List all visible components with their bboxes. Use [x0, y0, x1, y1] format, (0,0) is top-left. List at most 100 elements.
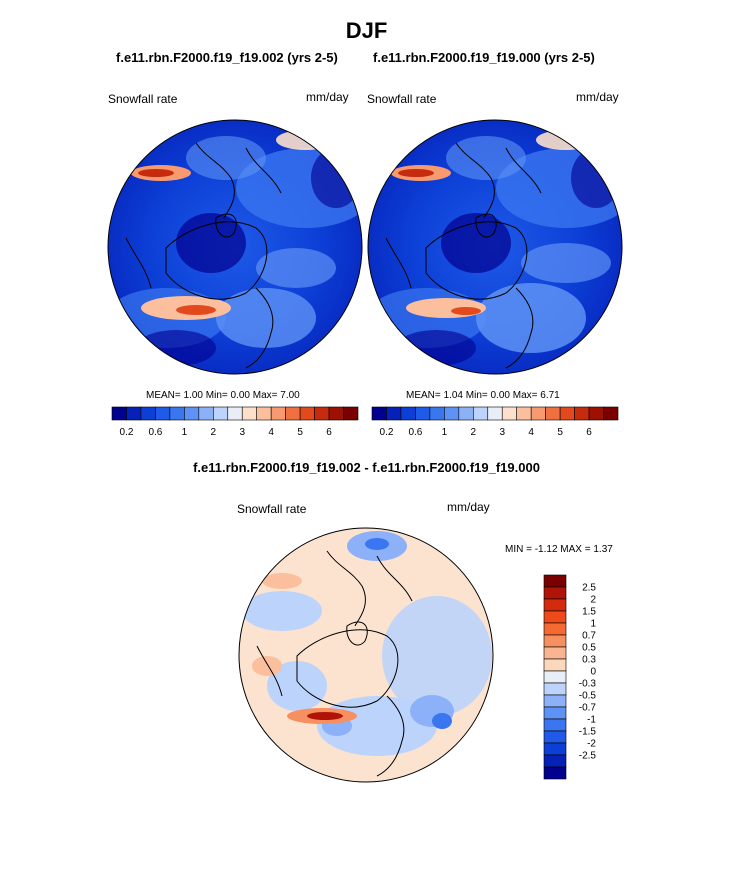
colorbar-a-swatch	[256, 406, 272, 421]
colorbar-diff-tick-label: -0.7	[579, 703, 597, 714]
colorbar-diff-tick-label: -0.3	[579, 679, 597, 690]
colorbar-b-swatch	[472, 406, 489, 421]
difference-title: f.e11.rbn.F2000.f19_f19.002 - f.e11.rbn.…	[193, 460, 540, 475]
colorbar-diff-swatch	[543, 598, 567, 612]
panel-b-max-value: 6.71	[540, 390, 560, 401]
colorbar-a-swatch	[111, 406, 127, 421]
colorbar-panel-b: 0.2 0.6 1 2 3 4 5 6	[371, 406, 619, 438]
colorbar-b-tick-label: 2	[471, 427, 477, 438]
colorbar-a-swatch	[227, 406, 243, 421]
panel-diff-stats: MIN = -1.12 MAX = 1.37	[505, 544, 613, 555]
colorbar-b-swatch	[530, 406, 546, 421]
colorbar-b-tick-label: 0.6	[408, 427, 422, 438]
colorbar-b-tick-label: 6	[586, 427, 592, 438]
colorbar-diff-tick-label: -2	[587, 739, 596, 750]
panel-b-units-label: mm/day	[576, 90, 619, 104]
colorbar-b-swatch	[415, 406, 431, 421]
colorbar-diff-swatch	[543, 742, 567, 756]
colorbar-diff-swatch	[543, 610, 567, 624]
colorbar-a-tick-label: 1	[182, 427, 188, 438]
panel-diff-units-label: mm/day	[447, 500, 490, 514]
panel-a-max-value: 7.00	[280, 390, 300, 401]
colorbar-a-swatch	[198, 406, 214, 421]
map-panel-a	[107, 119, 363, 375]
colorbar-panel-a: 0.2 0.6 1 2 3 4 5 6	[111, 406, 359, 438]
colorbar-diff-swatch	[543, 766, 567, 780]
colorbar-a-tick-label: 0.6	[148, 427, 162, 438]
panel-a-variable-label: Snowfall rate	[108, 92, 178, 106]
figure-title: DJF	[345, 18, 388, 43]
colorbar-b-swatch	[545, 406, 561, 421]
colorbar-a-swatch	[343, 406, 359, 421]
colorbar-diff-tick-label: -1	[587, 715, 596, 726]
colorbar-diff-swatch	[543, 646, 567, 660]
colorbar-a-swatch	[212, 406, 229, 421]
colorbar-diff-swatch	[543, 718, 567, 732]
colorbar-b-swatch	[559, 406, 575, 421]
colorbar-a-swatch	[270, 406, 286, 421]
colorbar-b-swatch	[429, 406, 445, 421]
map-panel-difference	[238, 527, 494, 783]
colorbar-b-swatch	[400, 406, 416, 421]
colorbar-b-swatch	[501, 406, 518, 421]
panel-a-stats: MEAN= 1.00 Min= 0.00 Max= 7.00	[146, 390, 300, 401]
colorbar-a-swatch	[155, 406, 171, 421]
panel-b-mean-value: 1.04	[443, 390, 463, 401]
colorbar-diff-tick-label: -0.5	[579, 691, 597, 702]
colorbar-b-swatch	[588, 406, 604, 421]
panel-a-mean-label: MEAN=	[146, 390, 181, 401]
colorbar-a-tick-label: 0.2	[120, 427, 134, 438]
colorbar-diff-swatch	[543, 622, 567, 636]
panel-b-min-value: 0.00	[490, 390, 510, 401]
colorbar-b-tick-label: 4	[528, 427, 534, 438]
colorbar-diff-tick-label: -1.5	[579, 727, 597, 738]
case-b-title: f.e11.rbn.F2000.f19_f19.000 (yrs 2-5)	[373, 50, 595, 65]
colorbar-diff-tick-label: 2	[590, 595, 596, 606]
panel-diff-variable-label: Snowfall rate	[237, 502, 307, 516]
colorbar-b-swatch	[603, 406, 619, 421]
colorbar-diff-tick-label: 1.5	[582, 607, 596, 618]
colorbar-b-tick-label: 5	[557, 427, 563, 438]
colorbar-b-swatch	[516, 406, 532, 421]
colorbar-a-swatch	[241, 406, 258, 421]
panel-a-mean-value: 1.00	[183, 390, 203, 401]
colorbar-diff-swatch	[543, 706, 567, 720]
colorbar-diff-swatch	[543, 754, 567, 768]
colorbar-diff-swatch	[543, 730, 567, 744]
colorbar-b-swatch	[574, 406, 590, 421]
panel-a-min-value: 0.00	[230, 390, 250, 401]
panel-a-units-label: mm/day	[306, 90, 349, 104]
panel-a-min-label: Min=	[205, 390, 228, 401]
colorbar-a-tick-label: 5	[297, 427, 303, 438]
colorbar-b-swatch	[487, 406, 503, 421]
colorbar-b-tick-label: 3	[499, 427, 505, 438]
colorbar-a-swatch	[140, 406, 156, 421]
colorbar-b-swatch	[444, 406, 460, 421]
colorbar-b-tick-label: 0.2	[380, 427, 394, 438]
colorbar-diff-tick-label: 2.5	[582, 583, 596, 594]
colorbar-b-swatch	[371, 406, 387, 421]
colorbar-a-swatch	[328, 406, 344, 421]
colorbar-diff-swatch	[543, 694, 567, 708]
colorbar-diff-swatch	[543, 574, 567, 588]
colorbar-difference: 2.521.510.70.50.30-0.3-0.5-0.7-1-1.5-2-2…	[543, 574, 597, 780]
colorbar-a-tick-label: 2	[211, 427, 217, 438]
colorbar-a-swatch	[314, 406, 330, 421]
colorbar-a-tick-label: 4	[268, 427, 274, 438]
colorbar-diff-tick-label: 0.3	[582, 655, 596, 666]
colorbar-diff-tick-label: 0.7	[582, 631, 596, 642]
colorbar-diff-swatch	[543, 634, 567, 648]
case-a-title: f.e11.rbn.F2000.f19_f19.002 (yrs 2-5)	[116, 50, 338, 65]
panel-b-mean-label: MEAN=	[406, 390, 441, 401]
colorbar-diff-tick-label: -2.5	[579, 751, 597, 762]
colorbar-a-swatch	[285, 406, 301, 421]
panel-b-min-label: Min=	[465, 390, 488, 401]
panel-b-max-label: Max=	[512, 390, 538, 401]
colorbar-a-swatch	[126, 406, 142, 421]
colorbar-diff-tick-label: 0	[590, 667, 596, 678]
panel-a-max-label: Max=	[252, 390, 278, 401]
colorbar-diff-swatch	[543, 682, 567, 696]
panel-b-variable-label: Snowfall rate	[367, 92, 437, 106]
colorbar-diff-swatch	[543, 658, 567, 672]
colorbar-b-swatch	[458, 406, 474, 421]
